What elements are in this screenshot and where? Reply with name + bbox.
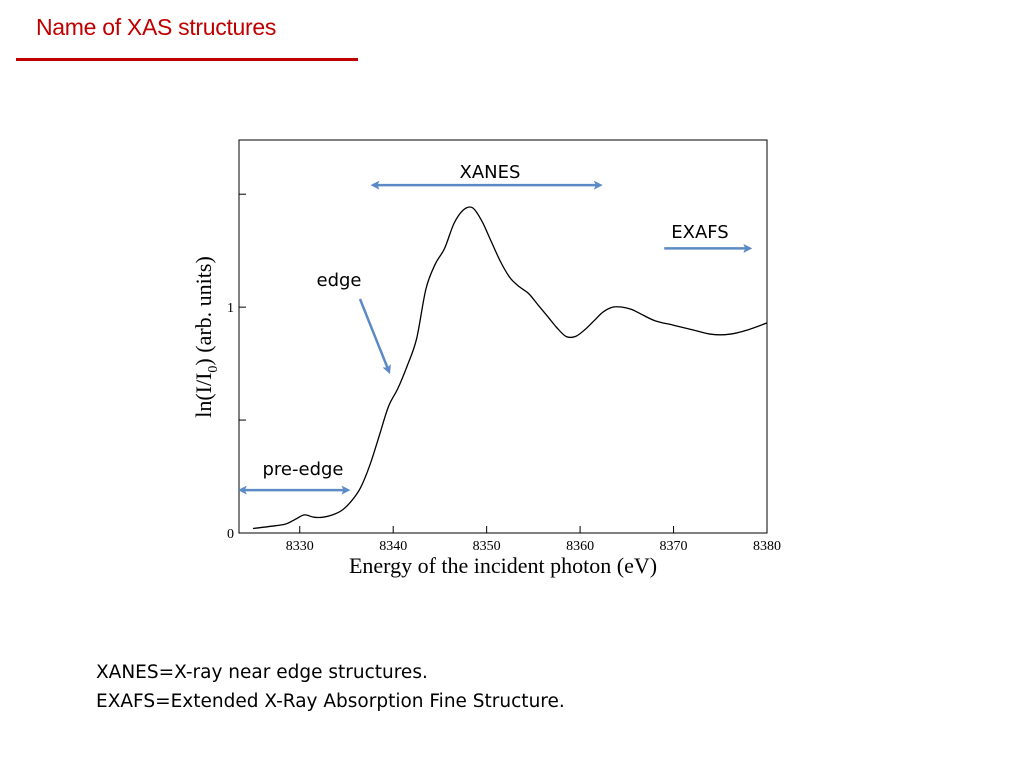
y-axis-label-main: ln(I/I [191,373,216,418]
y-axis-label-tail: ) (arb. units) [191,256,216,365]
title-underline [16,58,358,61]
x-tick-label: 8380 [753,539,781,554]
footnote-exafs: EXAFS=Extended X-Ray Absorption Fine Str… [96,691,565,712]
absorption-curve [252,206,768,530]
edge-pointer-arrow [358,298,391,375]
y-tick-label: 0 [227,527,234,542]
x-tick-label: 8340 [379,539,407,554]
x-tick-label: 8350 [473,539,501,554]
plot-frame [238,139,768,534]
x-tick-label: 8360 [566,539,594,554]
y-axis-label: ln(I/I0) (arb. units) [191,256,221,418]
y-axis-ticks: 01 [227,193,246,542]
xanes-label: XANES [460,162,521,183]
x-axis-label: Energy of the incident photon (eV) [349,553,657,578]
slide-title: Name of XAS structures [36,14,277,40]
exafs-label: EXAFS [671,222,728,243]
x-tick-label: 8370 [660,539,688,554]
y-tick-label: 1 [227,301,234,316]
x-tick-label: 8330 [286,539,314,554]
xas-chart: 8330 8340 8350 8360 8370 8380 01 XANES EXAFS … [191,139,781,578]
x-axis-ticks: 8330 8340 8350 8360 8370 8380 [286,526,781,554]
y-axis-label-subscript: 0 [206,366,221,373]
footnote-xanes: XANES=X-ray near edge structures. [96,662,428,683]
edge-label: edge [317,270,362,291]
pre-edge-label: pre-edge [263,459,344,480]
footnotes: XANES=X-ray near edge structures. EXAFS=… [96,658,565,716]
